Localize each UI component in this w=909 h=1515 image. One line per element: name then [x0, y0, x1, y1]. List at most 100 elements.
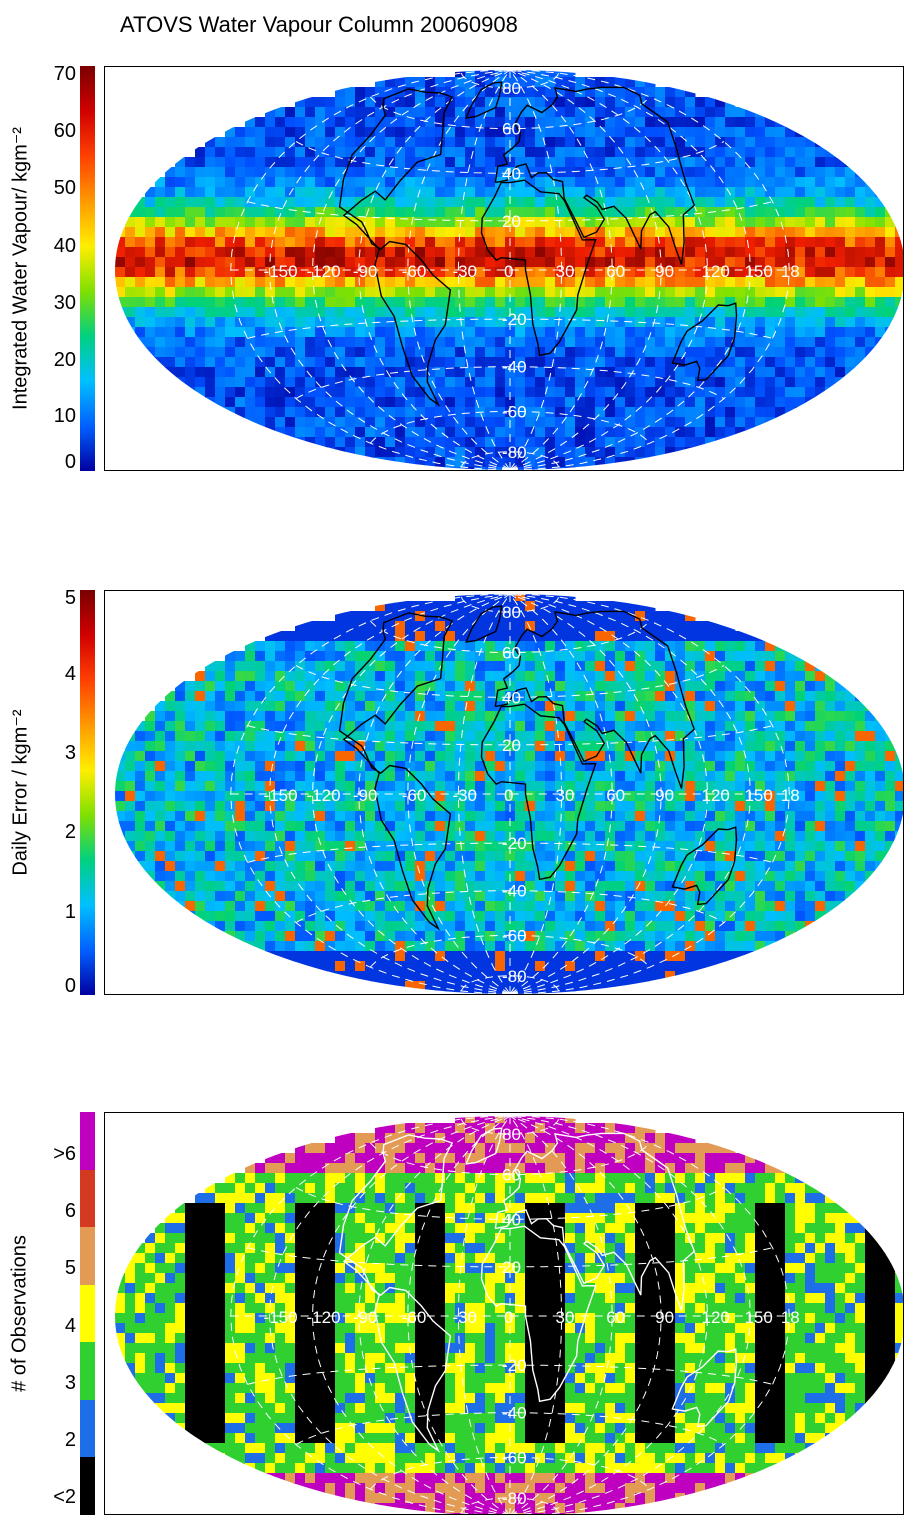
map-projection: -150 -120 -90 -60 -30 0 30 60 90 120 150 18 80 60 40 20… — [115, 594, 903, 994]
lon-label: 120 — [702, 262, 730, 281]
lat-label: 80 — [502, 603, 521, 622]
lon-label: 18 — [781, 262, 800, 281]
lat-label: 20 — [502, 1258, 521, 1277]
tick-label: 3 — [64, 742, 76, 764]
coastlines — [338, 81, 738, 407]
lat-label: 60 — [502, 120, 521, 139]
lat-label: 80 — [502, 79, 521, 98]
panel-water-vapour: Integrated Water Vapour/ kgm⁻² 70 60 50 … — [0, 63, 909, 473]
lat-label: -20 — [502, 310, 527, 329]
lat-label: 20 — [502, 212, 521, 231]
lat-label: 20 — [502, 736, 521, 755]
lon-label: 30 — [556, 262, 575, 281]
lon-label: -150 — [264, 262, 298, 281]
lon-label: -90 — [353, 262, 378, 281]
lon-label: 120 — [702, 1308, 730, 1327]
lon-label: 90 — [655, 1308, 674, 1327]
tick-label: 3 — [64, 1372, 76, 1394]
lon-label: -60 — [402, 786, 427, 805]
colorbar-label: Daily Error / kgm⁻² — [9, 709, 32, 876]
coastlines — [338, 1127, 738, 1453]
tick-label: 70 — [53, 63, 76, 85]
colorbar-label: Integrated Water Vapour/ kgm⁻² — [9, 127, 32, 410]
tick-label: 0 — [64, 975, 76, 997]
page-title: ATOVS Water Vapour Column 20060908 — [120, 12, 518, 37]
colorbar-segment — [80, 1169, 95, 1228]
colorbar-segment — [80, 1399, 95, 1458]
lat-label: -40 — [502, 1404, 527, 1423]
lon-label: 60 — [606, 1308, 625, 1327]
map-projection: -150 -120 -90 -60 -30 0 30 60 90 120 150 18 80 60 40 20… — [115, 1116, 903, 1514]
panel-observations: # of Observations >6 6 5 4 3 2 <2 -150 -1… — [0, 1112, 909, 1515]
lat-label: 60 — [502, 644, 521, 663]
colorbar — [80, 66, 95, 471]
tick-label: 0 — [64, 451, 76, 473]
tick-label: 6 — [64, 1200, 76, 1222]
tick-label: 2 — [64, 1429, 76, 1451]
colorbar-segment — [80, 1457, 95, 1515]
tick-label: 1 — [64, 901, 76, 923]
tick-label: 60 — [53, 120, 76, 142]
lon-label: 0 — [504, 262, 513, 281]
lon-label: -120 — [307, 786, 341, 805]
tick-label: >6 — [53, 1143, 76, 1165]
lon-label: -60 — [402, 1308, 427, 1327]
tick-label: 5 — [64, 587, 76, 609]
lon-label: -150 — [264, 1308, 298, 1327]
graticule — [230, 1116, 790, 1514]
colorbar-segment — [80, 1342, 95, 1401]
graticule — [230, 70, 790, 470]
colorbar-segment — [80, 1112, 95, 1171]
lon-label: 150 — [744, 1308, 772, 1327]
lat-label: 80 — [502, 1125, 521, 1144]
lon-label: -90 — [353, 786, 378, 805]
lon-label: -30 — [452, 786, 477, 805]
lat-label: -80 — [502, 967, 527, 986]
lon-label: 90 — [655, 262, 674, 281]
map-daily-error: -150 -120 -90 -60 -30 0 30 60 90 120 150 18 80 60 40 20… — [104, 590, 904, 995]
tick-label: 50 — [53, 177, 76, 199]
lon-label: -60 — [402, 262, 427, 281]
tick-label: 10 — [53, 405, 76, 427]
lon-label: 0 — [504, 1308, 513, 1327]
colorbar-segment — [80, 1284, 95, 1343]
data-field — [115, 70, 903, 470]
tick-label: 30 — [53, 292, 76, 314]
lon-label: 18 — [781, 786, 800, 805]
lon-label: 150 — [744, 786, 772, 805]
lat-label: -80 — [502, 1489, 527, 1508]
colorbar-segment — [80, 1227, 95, 1286]
lat-label: -20 — [502, 834, 527, 853]
lat-label: -60 — [502, 402, 527, 421]
tick-label: <2 — [53, 1486, 76, 1508]
map-observations: -150 -120 -90 -60 -30 0 30 60 90 120 150 18 80 60 40 20… — [104, 1112, 904, 1515]
tick-label: 4 — [64, 1315, 76, 1337]
map-water-vapour: -150 -120 -90 -60 -30 0 30 60 90 120 150 18 80 60 40 20… — [104, 66, 904, 471]
lon-label: -30 — [452, 262, 477, 281]
lon-label: -120 — [307, 1308, 341, 1327]
lat-label: -40 — [502, 358, 527, 377]
data-field — [115, 594, 903, 994]
lat-label: -80 — [502, 443, 527, 462]
coastlines — [338, 605, 738, 931]
lon-label: 150 — [744, 262, 772, 281]
tick-label: 20 — [53, 349, 76, 371]
lon-label: 120 — [702, 786, 730, 805]
lon-label: 60 — [606, 262, 625, 281]
lat-label: 40 — [502, 688, 521, 707]
lon-label: 90 — [655, 786, 674, 805]
tick-label: 5 — [64, 1257, 76, 1279]
lat-label: 60 — [502, 1166, 521, 1185]
lat-label: -60 — [502, 1448, 527, 1467]
lon-label: -120 — [307, 262, 341, 281]
lat-label: 40 — [502, 164, 521, 183]
lon-label: 30 — [556, 1308, 575, 1327]
tick-label: 40 — [53, 235, 76, 257]
lon-label: -150 — [264, 786, 298, 805]
lon-label: 60 — [606, 786, 625, 805]
lon-label: 30 — [556, 786, 575, 805]
colorbar — [80, 1112, 95, 1515]
tick-label: 4 — [64, 663, 76, 685]
lon-label: 0 — [504, 786, 513, 805]
lon-label: 18 — [781, 1308, 800, 1327]
